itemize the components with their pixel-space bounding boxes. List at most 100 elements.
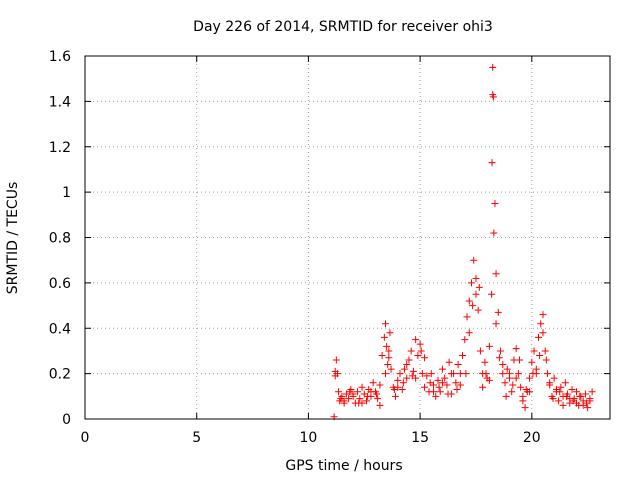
data-point bbox=[423, 372, 431, 380]
y-tick-label: 1.4 bbox=[49, 94, 71, 110]
y-tick-label: 0.2 bbox=[49, 367, 71, 383]
data-point bbox=[505, 370, 513, 378]
data-point bbox=[403, 361, 411, 369]
data-point bbox=[532, 365, 540, 373]
data-point bbox=[426, 379, 434, 387]
data-point bbox=[421, 354, 429, 362]
data-point bbox=[470, 256, 478, 264]
data-point bbox=[444, 390, 452, 398]
data-point bbox=[407, 347, 415, 355]
data-point bbox=[345, 395, 353, 403]
data-point bbox=[539, 311, 547, 319]
data-point bbox=[445, 358, 453, 366]
data-point bbox=[519, 392, 527, 400]
plot-frame bbox=[84, 55, 611, 420]
data-point bbox=[501, 379, 509, 387]
y-tick-label: 0.4 bbox=[49, 321, 71, 337]
y-tick-label: 0.6 bbox=[49, 276, 71, 292]
data-point bbox=[385, 347, 393, 355]
data-point bbox=[546, 379, 554, 387]
data-point bbox=[489, 91, 497, 99]
x-tick-label: 20 bbox=[523, 430, 541, 446]
data-point bbox=[503, 365, 511, 373]
data-point bbox=[380, 333, 388, 341]
data-point bbox=[588, 388, 596, 396]
data-point bbox=[492, 320, 500, 328]
data-point bbox=[438, 365, 446, 373]
data-point bbox=[447, 370, 455, 378]
data-point bbox=[485, 376, 493, 384]
data-point bbox=[394, 376, 402, 384]
data-point bbox=[355, 399, 363, 407]
data-point bbox=[549, 395, 557, 403]
data-point bbox=[453, 386, 461, 394]
data-point bbox=[369, 379, 377, 387]
data-point bbox=[434, 376, 442, 384]
data-point bbox=[461, 336, 469, 344]
data-point bbox=[475, 283, 483, 291]
data-point bbox=[521, 404, 529, 412]
y-tick-label: 1 bbox=[62, 185, 71, 201]
data-point bbox=[356, 395, 364, 403]
data-point bbox=[479, 383, 487, 391]
data-point bbox=[530, 347, 538, 355]
data-point bbox=[472, 290, 480, 298]
data-point bbox=[399, 379, 407, 387]
data-point bbox=[383, 342, 391, 350]
data-point bbox=[381, 320, 389, 328]
data-point bbox=[489, 63, 497, 71]
data-point bbox=[354, 388, 362, 396]
axis-ticks: 0 5 10 15 20 0 0.2 0.4 0.6 0.8 1 1.2 1.4 1.6 bbox=[49, 49, 610, 446]
data-point bbox=[367, 388, 375, 396]
data-point bbox=[488, 159, 496, 167]
data-point bbox=[417, 347, 425, 355]
data-point bbox=[384, 361, 392, 369]
y-tick-label: 1.2 bbox=[49, 140, 71, 156]
data-point bbox=[463, 313, 471, 321]
data-point bbox=[385, 354, 393, 362]
data-point bbox=[485, 342, 493, 350]
data-point bbox=[346, 388, 354, 396]
x-tick-label: 10 bbox=[299, 430, 317, 446]
data-point bbox=[373, 390, 381, 398]
data-point bbox=[374, 395, 382, 403]
data-point bbox=[562, 392, 570, 400]
data-point bbox=[378, 351, 386, 359]
data-point bbox=[481, 358, 489, 366]
data-point bbox=[465, 329, 473, 337]
data-point bbox=[409, 367, 417, 375]
data-point bbox=[398, 386, 406, 394]
data-point bbox=[488, 290, 496, 298]
data-point bbox=[512, 345, 520, 353]
data-point bbox=[405, 356, 413, 364]
data-point bbox=[576, 392, 584, 400]
data-point bbox=[427, 370, 435, 378]
data-point bbox=[337, 395, 345, 403]
data-point bbox=[572, 388, 580, 396]
data-point bbox=[514, 370, 522, 378]
data-point bbox=[456, 381, 464, 389]
data-point bbox=[536, 351, 544, 359]
data-point bbox=[430, 388, 438, 396]
data-point bbox=[512, 374, 520, 382]
y-tick-label: 1.6 bbox=[49, 49, 71, 65]
data-point bbox=[362, 397, 370, 405]
data-point bbox=[482, 370, 490, 378]
data-point bbox=[569, 397, 577, 405]
data-point bbox=[541, 347, 549, 355]
data-point bbox=[499, 361, 507, 369]
data-point bbox=[550, 374, 558, 382]
data-point bbox=[557, 383, 565, 391]
x-tick-label: 5 bbox=[192, 430, 201, 446]
data-point bbox=[443, 381, 451, 389]
data-point bbox=[476, 347, 484, 355]
grid-lines bbox=[85, 56, 610, 419]
data-point bbox=[522, 386, 530, 394]
data-point bbox=[335, 388, 343, 396]
data-point bbox=[332, 356, 340, 364]
data-point bbox=[376, 381, 384, 389]
data-point bbox=[568, 386, 576, 394]
data-point bbox=[392, 392, 400, 400]
data-point bbox=[495, 354, 503, 362]
